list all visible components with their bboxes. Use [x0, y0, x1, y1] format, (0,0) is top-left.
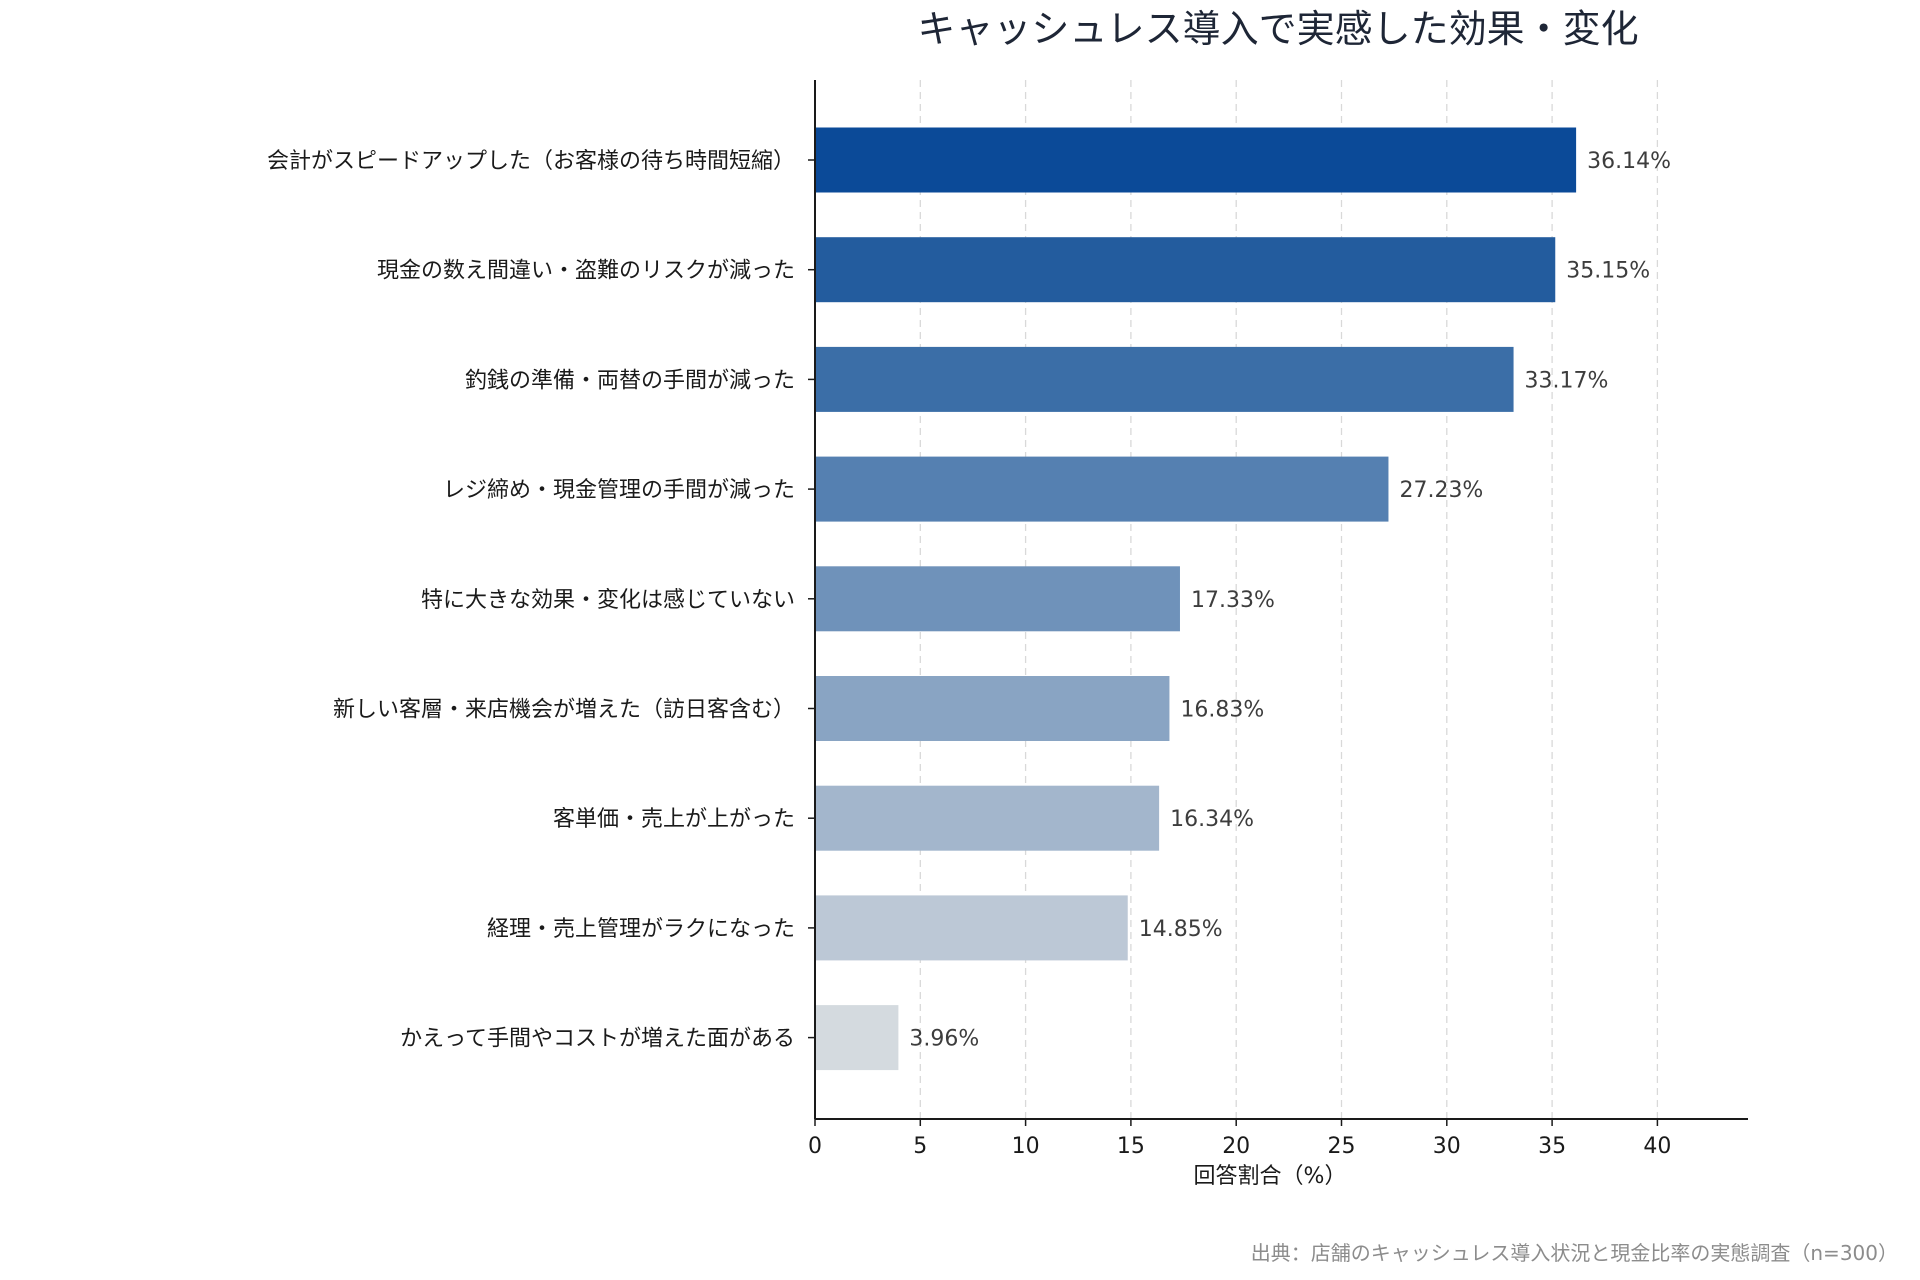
- x-tick-label: 30: [1433, 1134, 1461, 1159]
- x-tick-label: 40: [1643, 1134, 1671, 1159]
- category-label: かえって手間やコストが増えた面がある: [400, 1027, 795, 1052]
- bar: [815, 1005, 899, 1071]
- bar: [815, 676, 1170, 741]
- category-label: 経理・売上管理がラクになった: [487, 917, 795, 942]
- data-label: 36.14%: [1587, 149, 1671, 174]
- category-label: 会計がスピードアップした（お客様の待ち時間短縮）: [267, 149, 795, 174]
- x-tick-label: 5: [913, 1134, 927, 1159]
- category-label: 現金の数え間違い・盗難のリスクが減った: [377, 259, 795, 284]
- category-label: 客単価・売上が上がった: [553, 807, 795, 832]
- chart-title: キャッシュレス導入で実感した効果・変化: [917, 7, 1638, 51]
- data-label: 27.23%: [1399, 478, 1483, 503]
- data-label: 17.33%: [1191, 588, 1275, 613]
- category-label: 新しい客層・来店機会が増えた（訪日客含む）: [333, 698, 795, 723]
- bar: [815, 895, 1128, 961]
- category-label: 特に大きな効果・変化は感じていない: [421, 588, 795, 613]
- x-axis-title: 回答割合（%）: [1194, 1164, 1347, 1189]
- x-tick-label: 0: [808, 1134, 822, 1159]
- x-tick-label: 25: [1328, 1134, 1356, 1159]
- bar: [815, 785, 1160, 851]
- bar: [815, 566, 1180, 632]
- x-tick-label: 35: [1538, 1134, 1566, 1159]
- data-label: 16.34%: [1170, 807, 1254, 832]
- bars: 36.14% 会計がスピードアップした（お客様の待ち時間短縮） 35.15% 現金の数…: [267, 127, 1671, 1071]
- data-label: 14.85%: [1139, 917, 1223, 942]
- x-tick-label: 10: [1012, 1134, 1040, 1159]
- data-label: 3.96%: [909, 1027, 979, 1052]
- bar: [815, 346, 1514, 412]
- source-note: 出典：店舗のキャッシュレス導入状況と現金比率の実態調査（n=300）: [1251, 1241, 1898, 1265]
- data-label: 33.17%: [1525, 368, 1609, 393]
- x-tick-label: 20: [1222, 1134, 1250, 1159]
- axes: 0 5 10 15 20 25 30 35 40: [808, 80, 1748, 1159]
- data-label: 16.83%: [1180, 698, 1264, 723]
- bar: [815, 237, 1556, 303]
- data-label: 35.15%: [1566, 259, 1650, 284]
- bar: [815, 456, 1389, 522]
- bar: [815, 127, 1577, 193]
- category-label: 釣銭の準備・両替の手間が減った: [465, 368, 795, 393]
- category-label: レジ締め・現金管理の手間が減った: [443, 478, 795, 503]
- x-tick-label: 15: [1117, 1134, 1145, 1159]
